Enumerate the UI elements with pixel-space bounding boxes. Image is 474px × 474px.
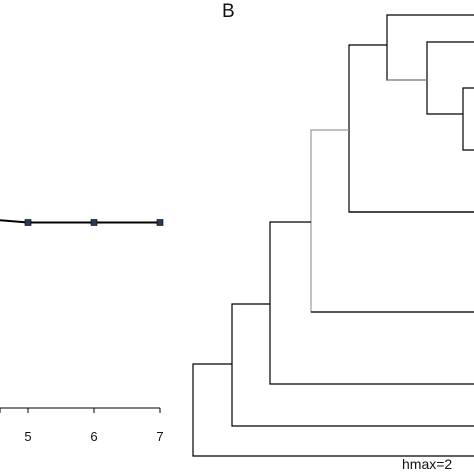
dendrogram-branch [348,44,474,213]
hmax-annotation: hmax=2 [402,456,452,472]
panel-b-label: B [222,1,235,22]
panel-b-dendrogram: B hmax=2 [192,1,474,472]
x-tick-label: 6 [90,429,97,444]
x-tick-label: 7 [156,429,163,444]
dendrogram-branch [231,303,474,427]
x-tick-label: 5 [24,429,31,444]
x-tick-labels: 5 6 7 [24,429,163,444]
x-axis-ticks [0,408,161,413]
panel-a-line-chart: 5 6 7 [0,219,164,444]
dendrogram-branch [426,41,474,115]
dendrogram-branch [386,14,474,81]
series-markers [24,219,164,226]
data-point-marker [24,219,32,226]
data-point-marker [90,219,98,226]
dendrogram-branch [462,87,474,151]
dendrogram-branch-light [310,129,474,313]
series-line [0,219,160,224]
data-point-marker [156,219,164,226]
dendrogram-branch [192,363,474,457]
dendrogram-branch [269,221,474,385]
